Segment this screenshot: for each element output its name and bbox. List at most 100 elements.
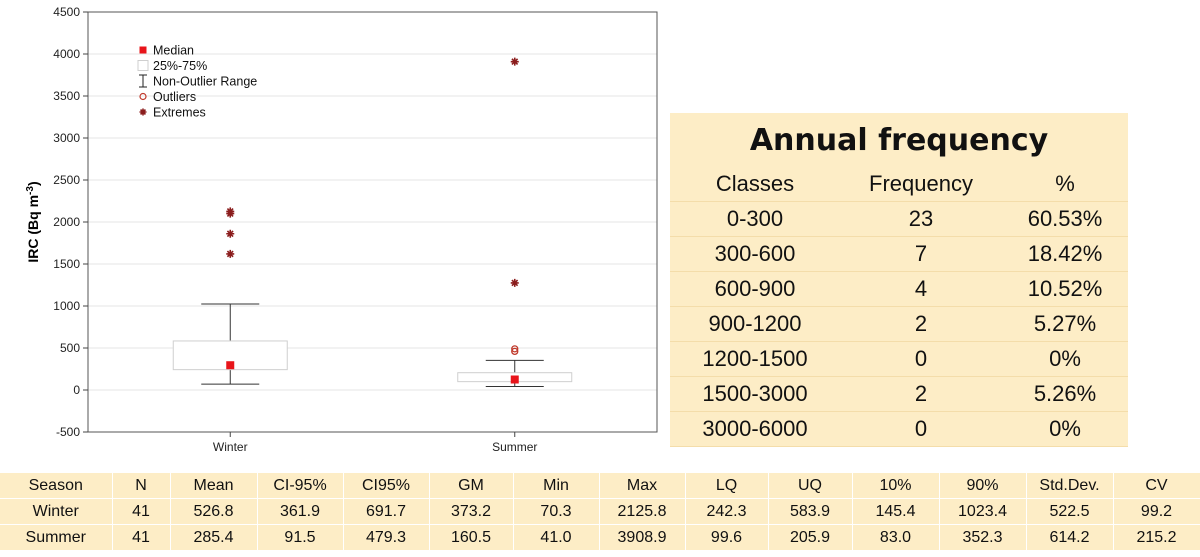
y-tick-label: 3000 <box>53 131 80 145</box>
frequency-cell: 10.52% <box>1002 271 1129 307</box>
stats-cell: 614.2 <box>1026 524 1114 551</box>
stats-row: Summer 41 285.4 91.5 479.3 160.5 41.0 3908.9 99.… <box>0 524 1200 551</box>
legend-box-icon <box>137 60 149 71</box>
stats-row: Winter 41 526.8 361.9 691.7 373.2 70.3 2125.8 24… <box>0 498 1200 525</box>
y-tick-label: 1500 <box>53 257 80 271</box>
stats-cell: 205.9 <box>768 524 853 551</box>
frequency-cell: 7 <box>840 236 1002 272</box>
legend-whisker-icon <box>139 74 147 88</box>
y-tick-label: -500 <box>56 425 80 439</box>
stats-cell: 285.4 <box>170 524 258 551</box>
frequency-cell: 60.53% <box>1002 201 1129 237</box>
legend-item-circle: Outliers <box>139 90 196 104</box>
stats-cell: 479.3 <box>343 524 430 551</box>
stats-header-cell: CI95% <box>343 473 430 499</box>
stats-cell: 361.9 <box>257 498 344 525</box>
extreme-point <box>226 207 235 216</box>
frequency-cell: 600-900 <box>670 271 840 307</box>
stats-header-row: Season N Mean CI-95% CI95% GM Min Max LQ UQ 10% 90%… <box>0 473 1200 499</box>
legend-item-star: Extremes <box>139 106 206 120</box>
stats-cell: 691.7 <box>343 498 430 525</box>
stats-header-cell: Season <box>0 473 113 499</box>
x-tick-label: Winter <box>213 440 248 454</box>
y-tick-label: 2000 <box>53 215 80 229</box>
frequency-cell: 2 <box>840 306 1002 342</box>
y-tick-label: 0 <box>73 383 80 397</box>
stats-cell: 1023.4 <box>939 498 1027 525</box>
median-marker <box>510 375 519 384</box>
stats-header-cell: Min <box>513 473 600 499</box>
frequency-cell: 900-1200 <box>670 306 840 342</box>
frequency-table-title: Annual frequency <box>749 122 1049 158</box>
frequency-cell: 4 <box>840 271 1002 307</box>
y-tick-label: 1000 <box>53 299 80 313</box>
boxplot-chart: 4500 4000 3500 3000 2500 2000 1500 1000 500 0 -500… <box>25 5 658 454</box>
frequency-header-row: Classes Frequency% <box>670 167 1129 202</box>
x-axis-ticks: Winter Summer <box>213 432 537 454</box>
stats-table-body: Winter 41 526.8 361.9 691.7 373.2 70.3 2125.8 24… <box>0 498 1200 551</box>
stats-cell: 145.4 <box>852 498 940 525</box>
extreme-point <box>226 229 235 238</box>
stats-header-cell: GM <box>429 473 514 499</box>
frequency-cell: 2 <box>840 376 1002 412</box>
stats-cell: Winter <box>0 498 113 525</box>
frequency-cell: 5.26% <box>1002 376 1129 412</box>
frequency-row: 1200-1500 0 0% <box>670 341 1129 377</box>
stats-header-cell: CI-95% <box>257 473 344 499</box>
stats-cell: Summer <box>0 524 113 551</box>
frequency-cell: 300-600 <box>670 236 840 272</box>
frequency-cell: 3000-6000 <box>670 411 840 447</box>
y-tick-label: 2500 <box>53 173 80 187</box>
frequency-row: 3000-6000 0 0% <box>670 411 1129 447</box>
frequency-cell: 5.27% <box>1002 306 1129 342</box>
stats-cell: 352.3 <box>939 524 1027 551</box>
stats-cell: 91.5 <box>257 524 344 551</box>
frequency-cell: 23 <box>840 201 1002 237</box>
outlier-point <box>511 347 519 356</box>
stats-header-cell: CV <box>1113 473 1200 499</box>
frequency-row: 900-1200 2 5.27% <box>670 306 1129 342</box>
stats-header-cell: Mean <box>170 473 258 499</box>
stats-cell: 99.6 <box>685 524 769 551</box>
frequency-table-body: 0-300 23 60.53% 300-600 7 18.42% 600-900 4 10.52… <box>670 201 1129 447</box>
stats-header-cell: N <box>112 473 171 499</box>
season-statistics-table: Season N Mean CI-95% CI95% GM Min Max LQ UQ 10% 90%… <box>0 473 1200 551</box>
frequency-cell: 0 <box>840 341 1002 377</box>
extreme-point <box>510 57 519 66</box>
extreme-point <box>226 249 235 258</box>
stats-cell: 522.5 <box>1026 498 1114 525</box>
frequency-row: 300-600 7 18.42% <box>670 236 1129 272</box>
stats-cell: 2125.8 <box>599 498 686 525</box>
stats-cell: 526.8 <box>170 498 258 525</box>
legend-label: Outliers <box>153 90 196 104</box>
legend-extreme-icon <box>139 108 147 116</box>
stats-header-cell: 90% <box>939 473 1027 499</box>
stats-cell: 83.0 <box>852 524 940 551</box>
annual-frequency-table: Annual frequency Classes Frequency% 0-300… <box>670 113 1129 447</box>
stats-cell: 41 <box>112 524 171 551</box>
frequency-header-cell: Classes <box>670 167 840 202</box>
frequency-cell: 1200-1500 <box>670 341 840 377</box>
stats-cell: 583.9 <box>768 498 853 525</box>
frequency-header-cell: Frequency <box>840 167 1002 202</box>
legend-item-box: 25%-75% <box>137 59 207 73</box>
stats-header-cell: 10% <box>852 473 940 499</box>
y-tick-label: 500 <box>60 341 80 355</box>
outlier-point <box>511 345 519 353</box>
legend-outlier-icon <box>139 92 147 101</box>
legend-label: Non-Outlier Range <box>153 75 257 89</box>
frequency-cell: 0-300 <box>670 201 840 237</box>
frequency-cell: 18.42% <box>1002 236 1129 272</box>
stats-cell: 160.5 <box>429 524 514 551</box>
legend-label: 25%-75% <box>153 59 207 73</box>
stats-cell: 242.3 <box>685 498 769 525</box>
stats-header-cell: Std.Dev. <box>1026 473 1114 499</box>
stats-header-cell: Max <box>599 473 686 499</box>
frequency-row: 1500-3000 2 5.26% <box>670 376 1129 412</box>
stats-cell: 215.2 <box>1113 524 1200 551</box>
legend-item-median-square: Median <box>139 44 194 58</box>
legend-median-icon <box>139 46 147 54</box>
extreme-point <box>510 278 519 287</box>
legend-label: Extremes <box>153 106 206 120</box>
